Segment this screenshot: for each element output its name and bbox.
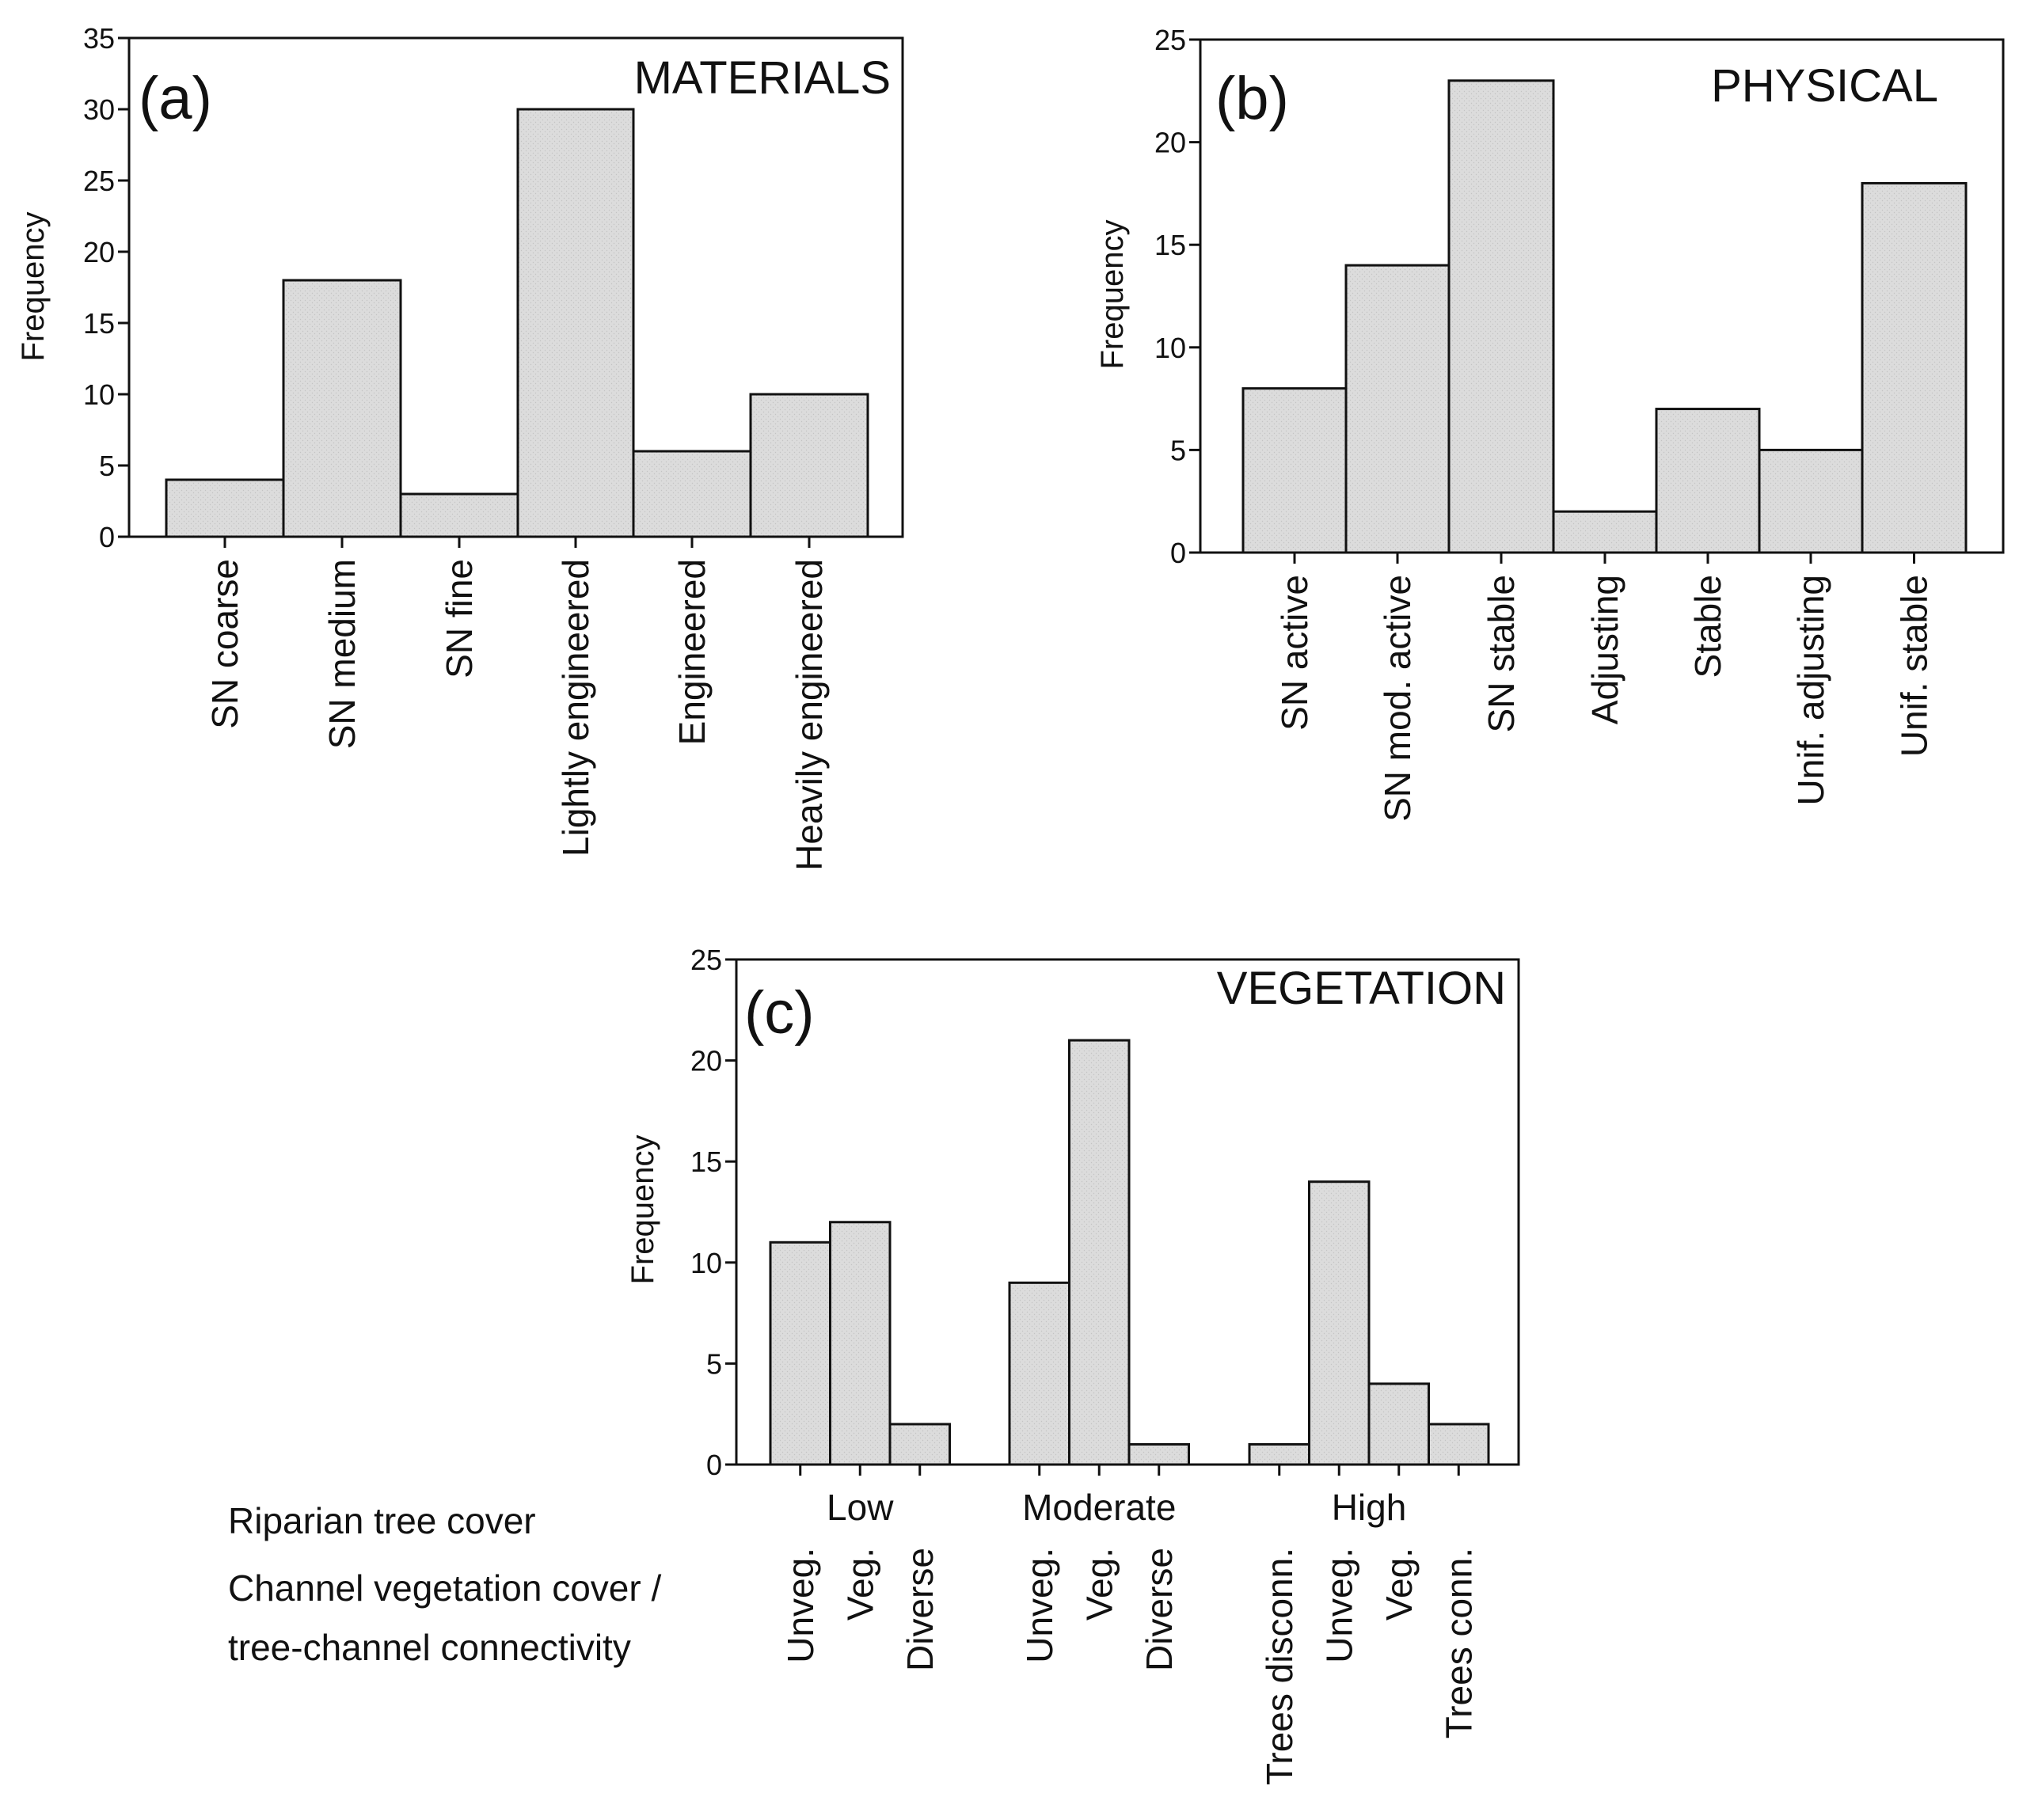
y-tick-label: 10 (83, 378, 115, 411)
group-label: Moderate (1022, 1487, 1176, 1528)
x-tick-label: Stable (1687, 575, 1728, 678)
y-tick-label: 20 (1154, 127, 1186, 159)
bar (769, 1241, 831, 1466)
y-tick-label: 25 (690, 944, 722, 976)
bar (399, 492, 519, 538)
y-tick-label: 15 (1154, 229, 1186, 261)
chart-materials: (a) MATERIALS Frequency (16, 52, 891, 361)
x-tick-label: Adjusting (1584, 575, 1625, 724)
bar (282, 279, 402, 538)
bar (1127, 1442, 1190, 1466)
bar (1344, 264, 1451, 554)
x-tick-label: SN coarse (204, 559, 245, 729)
x-tick-label: Veg. (839, 1548, 880, 1621)
y-tick-label: 30 (83, 93, 115, 126)
bar (1861, 181, 1968, 554)
x-tick-label: Diverse (899, 1548, 941, 1671)
x-tick-label: SN mod. active (1377, 575, 1418, 822)
bar (1447, 79, 1555, 554)
x-tick-label: SN active (1274, 575, 1315, 731)
x-tick-label: SN fine (439, 559, 480, 678)
y-axis-title-a: Frequency (16, 212, 51, 362)
x-tick-label: Trees disconn. (1259, 1548, 1300, 1785)
y-tick-label: 0 (706, 1449, 722, 1481)
bar (1552, 510, 1658, 554)
bar (1248, 1442, 1310, 1466)
x-tick-label: Lightly engineered (555, 559, 596, 857)
chart-vegetation: (c) VEGETATION Frequency Riparian tree c… (228, 963, 1506, 1668)
y-tick-label: 10 (690, 1247, 722, 1279)
chart-physical: (b) PHYSICAL Frequency (1095, 60, 1938, 369)
group-label: High (1332, 1487, 1407, 1528)
bar (632, 450, 752, 538)
group-label: Low (827, 1487, 894, 1528)
bar (165, 478, 285, 538)
plot-area-a: 0 5 10 15 20 25 30 35 SN coarse SN medium SN fine L… (83, 22, 904, 871)
x-tick-label: Unveg. (1318, 1548, 1359, 1663)
panel-title-physical: PHYSICAL (1711, 60, 1938, 112)
bar (749, 393, 869, 538)
panel-title-vegetation: VEGETATION (1217, 963, 1506, 1014)
y-tick-label: 10 (1154, 332, 1186, 364)
bar (829, 1221, 892, 1466)
y-tick-label: 15 (83, 307, 115, 340)
y-axis-title-b: Frequency (1095, 220, 1130, 370)
y-tick-label: 25 (1154, 24, 1186, 56)
panel-label-c: (c) (744, 979, 815, 1047)
y-tick-label: 25 (83, 165, 115, 197)
x-tick-label: Unveg. (1019, 1548, 1060, 1663)
bar (1068, 1039, 1131, 1466)
y-tick-label: 15 (690, 1146, 722, 1178)
bar (888, 1423, 951, 1466)
y-tick-label: 5 (706, 1347, 722, 1380)
y-tick-label: 20 (690, 1045, 722, 1077)
panel-label-a: (a) (139, 65, 212, 132)
panel-title-materials: MATERIALS (634, 52, 891, 104)
row-caption-channel-1: Channel vegetation cover / (228, 1567, 661, 1609)
plot-area-b: 0 5 10 15 20 25 SN active SN mod. active SN stab… (1154, 24, 2005, 822)
x-tick-label: Unif. stable (1894, 575, 1935, 757)
x-tick-label: SN stable (1481, 575, 1522, 732)
bar (1241, 387, 1348, 554)
x-tick-label: Veg. (1378, 1548, 1420, 1621)
bar (1008, 1281, 1070, 1466)
x-tick-label: Engineered (671, 559, 713, 745)
x-tick-label: Heavily engineered (789, 559, 830, 871)
y-tick-label: 0 (99, 521, 115, 553)
x-tick-label: Unif. adjusting (1790, 575, 1831, 806)
row-caption-channel-2: tree-channel connectivity (228, 1627, 631, 1668)
bar (516, 108, 635, 538)
y-tick-label: 0 (1170, 537, 1186, 569)
bar (1367, 1382, 1430, 1466)
plot-area-c: 0 5 10 15 20 25 Unveg. Veg. Diverse Unveg. Veg. Div… (690, 944, 1520, 1785)
y-tick-label: 35 (83, 22, 115, 55)
y-tick-label: 5 (1170, 434, 1186, 466)
x-tick-label: Unveg. (780, 1548, 821, 1663)
x-tick-label: Diverse (1139, 1548, 1180, 1671)
x-tick-label: Trees conn. (1438, 1548, 1479, 1738)
bar (1428, 1423, 1490, 1466)
y-tick-label: 20 (83, 236, 115, 268)
panel-label-b: (b) (1215, 65, 1289, 132)
x-tick-label: SN medium (321, 559, 363, 749)
bar (1758, 448, 1864, 554)
bar (1655, 408, 1761, 554)
y-tick-label: 5 (99, 450, 115, 482)
row-caption-riparian: Riparian tree cover (228, 1500, 536, 1541)
x-tick-label: Veg. (1078, 1548, 1120, 1621)
bar (1308, 1180, 1371, 1466)
y-axis-title-c: Frequency (625, 1135, 660, 1285)
